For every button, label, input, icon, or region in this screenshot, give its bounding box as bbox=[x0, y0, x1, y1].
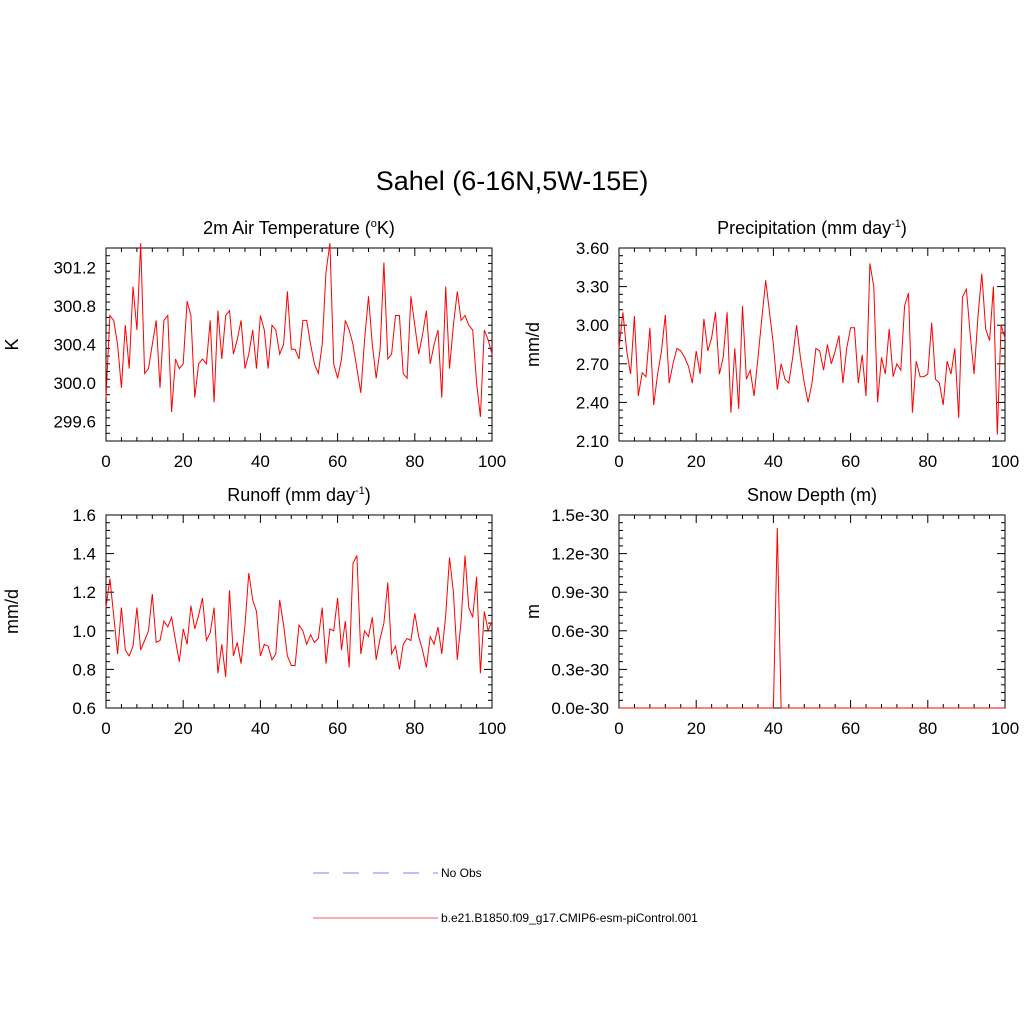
panel-title: Snow Depth (m) bbox=[747, 485, 877, 505]
legend-label-model: b.e21.B1850.f09_g17.CMIP6-esm-piControl.… bbox=[441, 911, 698, 925]
plot-frame bbox=[618, 247, 1006, 442]
x-tick-label: 60 bbox=[328, 719, 347, 738]
y-tick-label: 0.8 bbox=[72, 660, 96, 679]
x-tick-label: 40 bbox=[764, 452, 783, 471]
y-tick-label: 300.0 bbox=[53, 374, 96, 393]
series-line bbox=[619, 527, 1005, 709]
x-tick-label: 100 bbox=[478, 719, 506, 738]
x-tick-label: 60 bbox=[841, 452, 860, 471]
x-tick-label: 80 bbox=[918, 719, 937, 738]
x-tick-label: 80 bbox=[405, 452, 424, 471]
y-tick-label: 2.70 bbox=[576, 355, 609, 374]
panel-title: Runoff (mm day-1) bbox=[227, 485, 371, 505]
panel-precipitation: 0 20 40 60 80 100 2.10 2.40 2.70 3.00 3.30 3.60 Prec… bbox=[523, 218, 1019, 471]
x-tick-label: 100 bbox=[478, 452, 506, 471]
y-tick-label: 1.5e-30 bbox=[551, 506, 609, 525]
y-tick-label: 3.30 bbox=[576, 278, 609, 297]
y-tick-label: 0.6e-30 bbox=[551, 622, 609, 641]
plot-frame bbox=[105, 247, 493, 442]
x-tick-label: 20 bbox=[687, 452, 706, 471]
y-axis-label: mm/d bbox=[523, 322, 543, 367]
y-tick-label: 300.4 bbox=[53, 336, 96, 355]
x-tick-label: 20 bbox=[174, 719, 193, 738]
panel-snow-depth: 0 20 40 60 80 100 0.0e-30 0.3e-30 0.6e-30 0.9e-30… bbox=[523, 485, 1019, 738]
x-tick-label: 20 bbox=[687, 719, 706, 738]
y-tick-label: 301.2 bbox=[53, 258, 96, 277]
y-tick-label: 2.10 bbox=[576, 432, 609, 451]
x-tick-label: 40 bbox=[251, 452, 270, 471]
x-tick-label: 80 bbox=[405, 719, 424, 738]
panel-title: 2m Air Temperature (oK) bbox=[203, 218, 395, 238]
plot-frame bbox=[618, 514, 1006, 709]
series-line bbox=[105, 243, 493, 417]
y-tick-label: 1.2 bbox=[72, 583, 96, 602]
y-tick-label: 1.6 bbox=[72, 506, 96, 525]
legend-label-no-obs: No Obs bbox=[441, 866, 482, 880]
x-tick-label: 100 bbox=[991, 452, 1019, 471]
y-tick-label: 1.4 bbox=[72, 545, 96, 564]
series-line bbox=[105, 555, 493, 678]
x-tick-label: 0 bbox=[614, 452, 623, 471]
y-tick-label: 0.6 bbox=[72, 699, 96, 718]
page-title: Sahel (6-16N,5W-15E) bbox=[375, 166, 649, 196]
panel-runoff: 0 20 40 60 80 100 0.6 0.8 1.0 1.2 1.4 1.6 Runoff (mm… bbox=[2, 485, 506, 738]
panel-title: Precipitation (mm day-1) bbox=[717, 218, 907, 238]
y-axis-label: mm/d bbox=[2, 589, 22, 634]
x-tick-label: 60 bbox=[841, 719, 860, 738]
x-tick-label: 40 bbox=[764, 719, 783, 738]
panel-air-temperature: 0 20 40 60 80 100 299.6 300.0 300.4 300.8 301.2 2m … bbox=[2, 218, 506, 471]
x-tick-label: 20 bbox=[174, 452, 193, 471]
x-tick-label: 0 bbox=[101, 452, 110, 471]
y-tick-label: 1.2e-30 bbox=[551, 545, 609, 564]
y-tick-label: 0.0e-30 bbox=[551, 699, 609, 718]
x-tick-label: 60 bbox=[328, 452, 347, 471]
y-tick-label: 300.8 bbox=[53, 297, 96, 316]
y-tick-label: 1.0 bbox=[72, 622, 96, 641]
series-line bbox=[618, 263, 1006, 435]
y-tick-label: 2.40 bbox=[576, 393, 609, 412]
x-tick-label: 0 bbox=[101, 719, 110, 738]
x-tick-label: 100 bbox=[991, 719, 1019, 738]
y-tick-label: 299.6 bbox=[53, 413, 96, 432]
y-tick-label: 3.60 bbox=[576, 239, 609, 258]
x-tick-label: 40 bbox=[251, 719, 270, 738]
y-tick-label: 0.9e-30 bbox=[551, 583, 609, 602]
y-tick-label: 3.00 bbox=[576, 316, 609, 335]
y-axis-label: K bbox=[2, 338, 22, 350]
x-tick-label: 80 bbox=[918, 452, 937, 471]
x-tick-label: 0 bbox=[614, 719, 623, 738]
legend: No Obs b.e21.B1850.f09_g17.CMIP6-esm-piC… bbox=[313, 866, 698, 925]
y-axis-label: m bbox=[523, 604, 543, 619]
plot-frame bbox=[105, 514, 493, 709]
y-tick-label: 0.3e-30 bbox=[551, 660, 609, 679]
